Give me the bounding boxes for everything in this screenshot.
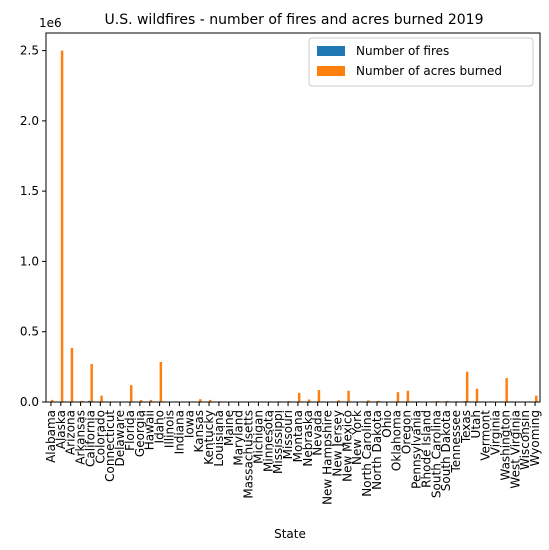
x-tick-label: South Carolina bbox=[429, 410, 443, 498]
bar-acres-washington bbox=[505, 378, 508, 402]
bar-acres-montana bbox=[297, 392, 301, 402]
x-tick-label: West Virginia bbox=[508, 410, 522, 489]
legend-label-acres: Number of acres burned bbox=[356, 64, 502, 78]
x-tick-label: Ohio bbox=[380, 410, 394, 438]
bar-acres-wyoming bbox=[535, 395, 538, 402]
x-tick-label: Maine bbox=[222, 410, 236, 446]
bar-acres-florida bbox=[129, 385, 133, 402]
plot-area-frame bbox=[45, 32, 541, 403]
chart-title: U.S. wildfires - number of fires and acr… bbox=[105, 12, 484, 28]
x-tick-label: Alabama bbox=[44, 410, 58, 463]
bar-acres-north-carolina bbox=[367, 400, 370, 402]
x-tick-label: Tennessee bbox=[449, 410, 463, 474]
bar-acres-arkansas bbox=[80, 400, 84, 402]
x-tick-label: Washington bbox=[498, 410, 512, 481]
y-tick-label: 1.5 bbox=[20, 184, 39, 198]
bar-fires-california bbox=[87, 400, 91, 402]
legend-box bbox=[308, 37, 534, 87]
bar-acres-south-dakota bbox=[446, 400, 449, 402]
x-tick-label: Delaware bbox=[113, 410, 127, 467]
x-tick-label: Vermont bbox=[479, 410, 493, 461]
legend: Number of fires Number of acres burned bbox=[308, 37, 534, 87]
x-tick-label: Idaho bbox=[153, 410, 167, 443]
y-tick-label: 0.5 bbox=[20, 325, 39, 339]
y-tick-label: 1.0 bbox=[20, 254, 39, 268]
bar-acres-arizona bbox=[70, 347, 74, 402]
bar-acres-california bbox=[90, 364, 93, 402]
bar-acres-new-jersey bbox=[337, 400, 340, 402]
y-tick-label: 2.0 bbox=[20, 114, 39, 128]
x-tick-label: Colorado bbox=[93, 410, 107, 464]
bar-acres-oregon bbox=[406, 390, 410, 402]
x-tick-label: Texas bbox=[459, 410, 473, 444]
x-tick-label: Kansas bbox=[192, 410, 206, 452]
x-tick-label: North Dakota bbox=[370, 410, 384, 490]
x-tick-label: Utah bbox=[469, 410, 483, 438]
x-tick-label: Georgia bbox=[133, 410, 147, 457]
x-tick-label: Massachusetts bbox=[242, 410, 256, 499]
x-tick-label: Florida bbox=[123, 410, 137, 451]
bars-group bbox=[48, 50, 538, 402]
bar-acres-oklahoma bbox=[396, 392, 400, 402]
bar-acres-alaska bbox=[60, 50, 64, 402]
x-tick-label: Connecticut bbox=[103, 410, 117, 482]
x-tick-label: South Dakota bbox=[439, 410, 453, 491]
x-tick-label: Oklahoma bbox=[390, 410, 404, 471]
x-tick-label: Mississippi bbox=[271, 410, 285, 474]
y-tick-label: 2.5 bbox=[20, 44, 39, 58]
bar-acres-nevada bbox=[317, 390, 321, 402]
bar-acres-utah bbox=[475, 388, 479, 402]
bar-acres-kentucky bbox=[209, 399, 212, 402]
bar-acres-kansas bbox=[199, 399, 202, 402]
x-tick-label: Wisconsin bbox=[518, 410, 532, 470]
x-tick-label: Missouri bbox=[281, 410, 295, 459]
bar-acres-idaho bbox=[159, 361, 163, 402]
x-tick-label: California bbox=[83, 410, 97, 467]
x-tick-label: Rhode Island bbox=[419, 410, 433, 488]
x-tick-label: Michigan bbox=[251, 410, 265, 464]
legend-swatch-fires bbox=[317, 46, 345, 56]
x-tick-label: Illinois bbox=[163, 410, 177, 448]
x-tick-label: New Hampshire bbox=[321, 410, 335, 505]
bar-acres-texas bbox=[465, 371, 469, 402]
y-tick-label: 0.0 bbox=[20, 395, 39, 409]
bar-acres-nebraska bbox=[307, 399, 311, 402]
x-tick-label: Louisiana bbox=[212, 410, 226, 467]
x-axis-label: State bbox=[274, 527, 306, 541]
x-tick-label: Iowa bbox=[182, 410, 196, 438]
x-tick-label: Hawaii bbox=[143, 410, 157, 450]
x-tick-label: New Mexico bbox=[340, 410, 354, 482]
x-tick-label: New York bbox=[350, 410, 364, 465]
bar-acres-alabama bbox=[50, 399, 54, 402]
x-tick-label: Alaska bbox=[54, 410, 68, 449]
bar-acres-new-mexico bbox=[347, 390, 350, 402]
x-tick-label: Minnesota bbox=[261, 410, 275, 472]
x-tick-label: Kentucky bbox=[202, 410, 216, 465]
x-ticks-group: AlabamaAlaskaArizonaArkansasCaliforniaCo… bbox=[44, 402, 542, 505]
x-tick-label: Arkansas bbox=[74, 410, 88, 465]
x-tick-label: New Jersey bbox=[330, 410, 344, 477]
x-tick-label: Nevada bbox=[311, 410, 325, 456]
legend-label-fires: Number of fires bbox=[356, 44, 449, 58]
x-tick-label: Montana bbox=[291, 410, 305, 462]
bar-acres-north-dakota bbox=[376, 400, 380, 402]
bar-acres-hawaii bbox=[149, 399, 153, 402]
y-axis-offset-text: 1e6 bbox=[39, 16, 62, 30]
x-tick-label: Pennsylvania bbox=[410, 410, 424, 489]
y-ticks-group: 0.0 0.5 1.0 1.5 2.0 2.5 bbox=[20, 44, 46, 409]
x-tick-label: Wyoming bbox=[528, 410, 542, 466]
bar-acres-georgia bbox=[139, 400, 143, 402]
x-tick-label: Indiana bbox=[172, 410, 186, 454]
x-tick-label: Virginia bbox=[489, 410, 503, 455]
bar-acres-colorado bbox=[100, 395, 103, 402]
x-tick-label: Arizona bbox=[64, 410, 78, 455]
x-tick-label: North Carolina bbox=[360, 410, 374, 497]
x-tick-label: Nebraska bbox=[301, 410, 315, 467]
x-tick-label: Oregon bbox=[400, 410, 414, 454]
legend-swatch-acres bbox=[317, 66, 345, 76]
x-tick-label: Maryland bbox=[232, 410, 246, 466]
